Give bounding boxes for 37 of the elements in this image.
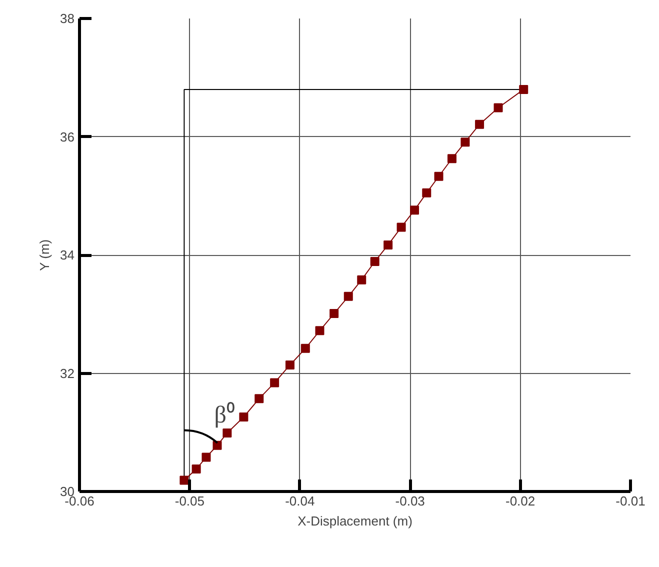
- point: [384, 240, 393, 250]
- y-tick-label: 36: [60, 129, 75, 144]
- point: [300, 344, 310, 353]
- point: [396, 222, 406, 232]
- y-tick-label: 32: [60, 366, 75, 381]
- point: [447, 154, 456, 164]
- point: [475, 120, 484, 129]
- point: [285, 360, 294, 370]
- point: [434, 172, 444, 181]
- point: [460, 138, 470, 147]
- point: [180, 476, 189, 485]
- point: [254, 394, 264, 404]
- y-axis-title: Y (m): [37, 239, 52, 271]
- point: [370, 257, 380, 266]
- x-axis-title: X-Displacement (m): [298, 514, 412, 528]
- point: [330, 309, 339, 318]
- point: [410, 206, 420, 215]
- point: [422, 188, 432, 198]
- y-tick-label: 34: [60, 248, 75, 262]
- point: [344, 292, 353, 301]
- x-tick-label: -0.04: [285, 494, 315, 508]
- annotation: β⁰: [214, 401, 234, 428]
- x-tick-label: -0.01: [616, 494, 646, 508]
- y-tick-label: 38: [60, 11, 75, 26]
- point: [202, 452, 211, 462]
- point: [239, 412, 248, 422]
- point: [357, 275, 366, 284]
- point: [494, 103, 503, 112]
- point: [212, 440, 222, 450]
- point: [519, 84, 528, 94]
- x-tick-label: -0.02: [505, 494, 536, 508]
- point: [315, 326, 324, 336]
- point: [270, 378, 280, 388]
- x-tick-label: -0.03: [395, 494, 425, 508]
- point: [192, 464, 201, 474]
- point: [222, 428, 232, 438]
- x-tick-label: -0.05: [174, 494, 205, 508]
